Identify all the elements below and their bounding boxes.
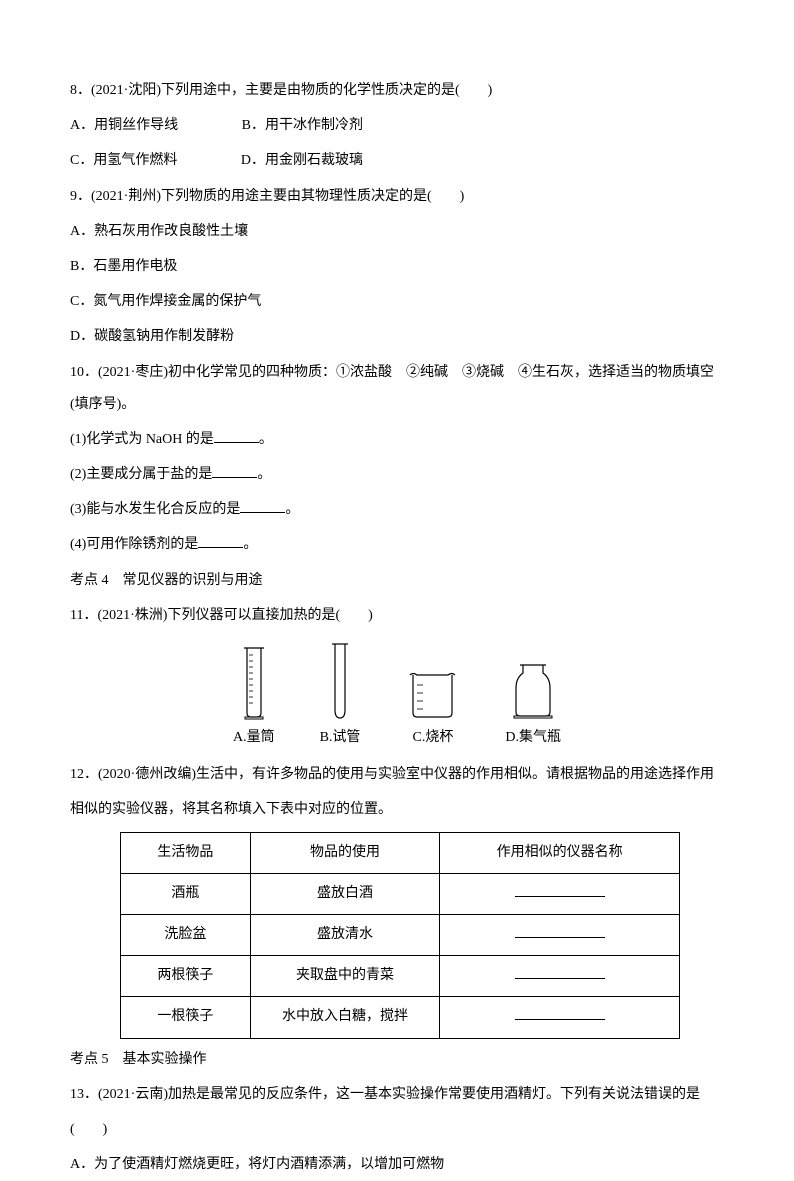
q10-p4: (4)可用作除锈剂的是 。 <box>70 529 724 561</box>
r1c2: 盛放白酒 <box>250 873 440 914</box>
q8-opt-c: C．用氢气作燃料 <box>70 145 177 177</box>
q13-text1: 13．(2021·云南)加热是最常见的反应条件，这一基本实验操作常要使用酒精灯。… <box>70 1079 724 1111</box>
table-row: 酒瓶 盛放白酒 <box>121 873 680 914</box>
q9-opt-c: C．氮气用作焊接金属的保护气 <box>70 286 724 318</box>
q10-p1b: 。 <box>259 432 273 447</box>
table-blank-1[interactable] <box>515 886 605 897</box>
q9-text: 9．(2021·荆州)下列物质的用途主要由其物理性质决定的是( ) <box>70 181 724 213</box>
table-row: 一根筷子 水中放入白糖，搅拌 <box>121 997 680 1038</box>
r3c1: 两根筷子 <box>121 956 251 997</box>
instrument-b: B.试管 <box>320 642 361 754</box>
q9-opt-d: D．碳酸氢钠用作制发酵粉 <box>70 321 724 353</box>
q12-text2: 相似的实验仪器，将其名称填入下表中对应的位置。 <box>70 794 724 826</box>
r2c2: 盛放清水 <box>250 914 440 955</box>
table-blank-3[interactable] <box>515 968 605 979</box>
q13-opt-a: A．为了使酒精灯燃烧更旺，将灯内酒精添满，以增加可燃物 <box>70 1149 724 1181</box>
testtube-icon <box>328 642 352 720</box>
r4c3 <box>440 997 680 1038</box>
label-c: C.烧杯 <box>413 722 454 754</box>
instrument-d: D.集气瓶 <box>505 660 561 754</box>
q10-p3b: 。 <box>285 502 299 517</box>
q8-options-ab: A．用铜丝作导线 B．用干冰作制冷剂 <box>70 110 724 142</box>
q12-table: 生活物品 物品的使用 作用相似的仪器名称 酒瓶 盛放白酒 洗脸盆 盛放清水 两根… <box>120 832 680 1039</box>
r2c3 <box>440 914 680 955</box>
label-d: D.集气瓶 <box>505 722 561 754</box>
label-a: A.量筒 <box>233 722 275 754</box>
q10-p1a: (1)化学式为 NaOH 的是 <box>70 432 214 447</box>
r1c1: 酒瓶 <box>121 873 251 914</box>
q10-p3: (3)能与水发生化合反应的是 。 <box>70 494 724 526</box>
q12-text1: 12．(2020·德州改编)生活中，有许多物品的使用与实验室中仪器的作用相似。请… <box>70 759 724 791</box>
beaker-icon <box>405 665 460 720</box>
q13-text2: ( ) <box>70 1114 724 1146</box>
blank-1[interactable] <box>214 429 259 443</box>
section-5-title: 考点 5 基本实验操作 <box>70 1044 724 1076</box>
table-blank-2[interactable] <box>515 927 605 938</box>
gasbottle-icon <box>508 660 558 720</box>
q10-p2b: 。 <box>257 467 271 482</box>
r2c1: 洗脸盆 <box>121 914 251 955</box>
r1c3 <box>440 873 680 914</box>
th-1: 生活物品 <box>121 832 251 873</box>
blank-4[interactable] <box>198 534 243 548</box>
table-row: 洗脸盆 盛放清水 <box>121 914 680 955</box>
r4c1: 一根筷子 <box>121 997 251 1038</box>
blank-3[interactable] <box>240 499 285 513</box>
table-blank-4[interactable] <box>515 1009 605 1020</box>
instrument-a: A.量筒 <box>233 645 275 754</box>
q10-p4b: 。 <box>243 537 257 552</box>
q8-opt-d: D．用金刚石裁玻璃 <box>241 145 363 177</box>
r3c3 <box>440 956 680 997</box>
q8-text: 8．(2021·沈阳)下列用途中，主要是由物质的化学性质决定的是( ) <box>70 75 724 107</box>
q10-p4a: (4)可用作除锈剂的是 <box>70 537 198 552</box>
r3c2: 夹取盘中的青菜 <box>250 956 440 997</box>
q10-p2a: (2)主要成分属于盐的是 <box>70 467 212 482</box>
instrument-c: C.烧杯 <box>405 665 460 754</box>
table-row: 两根筷子 夹取盘中的青菜 <box>121 956 680 997</box>
th-2: 物品的使用 <box>250 832 440 873</box>
q9-opt-b: B．石墨用作电极 <box>70 251 724 283</box>
q10-p2: (2)主要成分属于盐的是 。 <box>70 459 724 491</box>
q10-p3a: (3)能与水发生化合反应的是 <box>70 502 240 517</box>
th-3: 作用相似的仪器名称 <box>440 832 680 873</box>
blank-2[interactable] <box>212 464 257 478</box>
q9-opt-a: A．熟石灰用作改良酸性土壤 <box>70 216 724 248</box>
q8-opt-a: A．用铜丝作导线 <box>70 110 178 142</box>
table-header-row: 生活物品 物品的使用 作用相似的仪器名称 <box>121 832 680 873</box>
section-4-title: 考点 4 常见仪器的识别与用途 <box>70 565 724 597</box>
cylinder-icon <box>239 645 269 720</box>
q10-text: 10．(2021·枣庄)初中化学常见的四种物质：①浓盐酸 ②纯碱 ③烧碱 ④生石… <box>70 357 724 421</box>
label-b: B.试管 <box>320 722 361 754</box>
q11-text: 11．(2021·株洲)下列仪器可以直接加热的是( ) <box>70 600 724 632</box>
r4c2: 水中放入白糖，搅拌 <box>250 997 440 1038</box>
instruments-row: A.量筒 B.试管 C.烧杯 D.集气瓶 <box>70 642 724 754</box>
q8-opt-b: B．用干冰作制冷剂 <box>242 110 363 142</box>
q8-options-cd: C．用氢气作燃料 D．用金刚石裁玻璃 <box>70 145 724 177</box>
q10-p1: (1)化学式为 NaOH 的是 。 <box>70 424 724 456</box>
